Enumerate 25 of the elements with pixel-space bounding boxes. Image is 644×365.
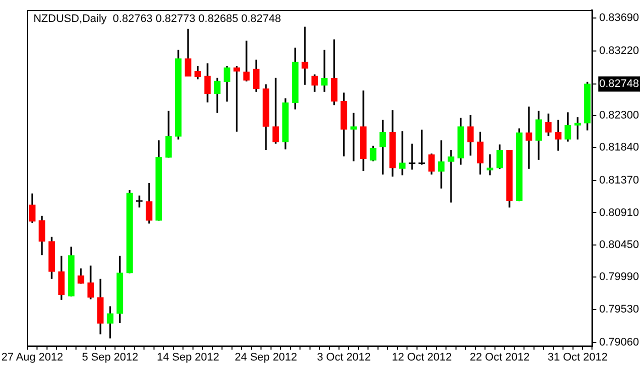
x-tick-label: 5 Sep 2012: [82, 351, 138, 364]
candlestick: [448, 150, 454, 203]
y-tick-label: 0.81840: [599, 142, 640, 154]
y-tick-label: 0.82748: [599, 78, 640, 90]
y-tick-label: 0.81370: [599, 174, 640, 187]
y-tick-label: 0.80910: [599, 206, 640, 219]
x-tick-label: 31 Oct 2012: [548, 351, 608, 364]
chart-title: NZDUSD,Daily 0.82763 0.82773 0.82685 0.82748: [33, 13, 282, 26]
x-tick-label: 27 Aug 2012: [1, 351, 64, 364]
y-tick-label: 0.80450: [599, 238, 640, 251]
y-tick-label: 0.82300: [599, 109, 640, 122]
candlestick: [243, 40, 250, 82]
candlestick: [486, 154, 494, 176]
y-tick-label: 0.79990: [599, 271, 640, 284]
x-tick-label: 3 Oct 2012: [316, 351, 371, 364]
x-tick-label: 12 Oct 2012: [392, 351, 452, 364]
x-tick-label: 14 Sep 2012: [156, 351, 220, 364]
x-tick-label: 24 Sep 2012: [234, 351, 298, 364]
y-tick-label: 0.79530: [599, 303, 640, 316]
candlestick: [302, 26, 308, 85]
candlestick: [526, 106, 532, 169]
x-tick-label: 22 Oct 2012: [470, 351, 530, 364]
y-tick-label: 0.79060: [599, 336, 640, 348]
y-tick-label: 0.83220: [599, 44, 640, 57]
y-tick-label: 0.83690: [599, 12, 640, 24]
